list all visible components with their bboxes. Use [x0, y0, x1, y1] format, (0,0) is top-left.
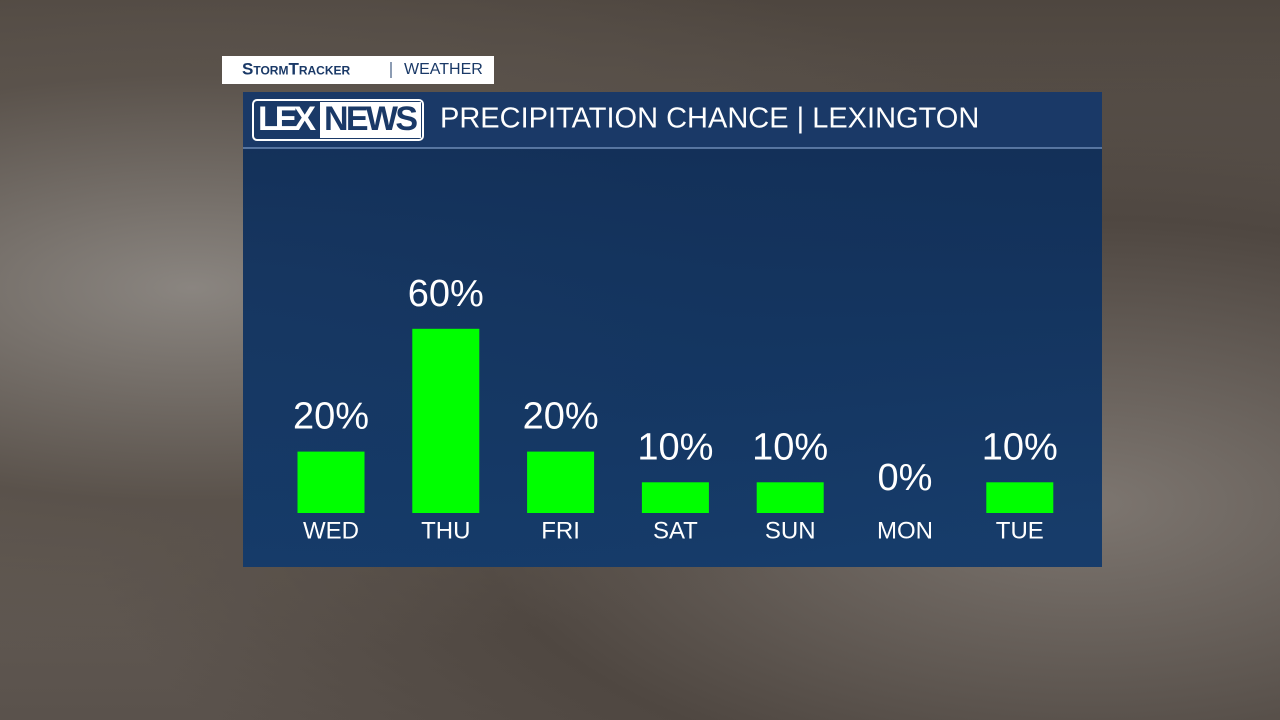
- category-label: SUN: [765, 517, 816, 544]
- value-label: 0%: [878, 457, 933, 499]
- bar: [297, 451, 365, 513]
- tag-box: [222, 56, 494, 84]
- bar: [756, 482, 824, 513]
- category-label: FRI: [541, 517, 580, 544]
- logo-fill: [320, 102, 421, 138]
- category-label: MON: [877, 517, 933, 544]
- bar: [986, 482, 1054, 513]
- brand: StormTracker: [242, 59, 351, 78]
- chart-title: PRECIPITATION CHANCE | LEXINGTON: [440, 103, 979, 135]
- bar: [641, 482, 709, 513]
- value-label: 60%: [408, 273, 484, 315]
- logo-frame: [252, 99, 424, 141]
- value-label: 20%: [293, 396, 369, 438]
- bar: [527, 451, 595, 513]
- value-label: 10%: [752, 426, 828, 468]
- category-label: TUE: [996, 517, 1044, 544]
- category-label: WED: [303, 517, 359, 544]
- category-label: THU: [421, 517, 470, 544]
- logo-right: NEWS: [324, 100, 418, 138]
- value-label: 20%: [523, 396, 599, 438]
- logo-left: LEX: [258, 100, 316, 138]
- category-label: SAT: [653, 517, 698, 544]
- bar: [412, 328, 480, 513]
- value-label: 10%: [637, 426, 713, 468]
- value-label: 10%: [982, 426, 1058, 468]
- section: WEATHER: [404, 61, 483, 78]
